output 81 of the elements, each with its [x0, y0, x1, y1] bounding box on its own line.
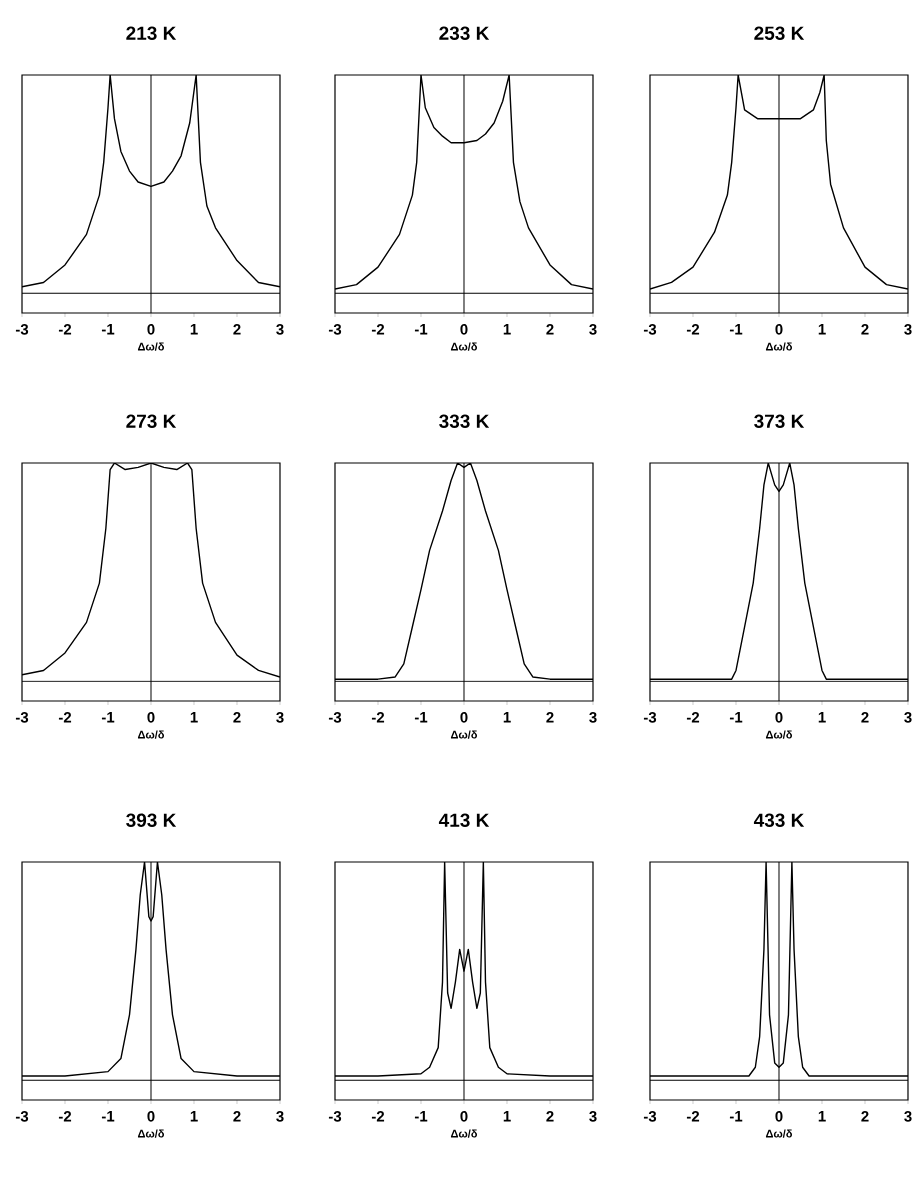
x-axis-title: Δω/δ — [765, 730, 792, 739]
x-tick-label: 1 — [503, 712, 511, 723]
x-tick-label: 2 — [546, 1111, 554, 1122]
x-tick-label: -3 — [328, 324, 342, 335]
x-tick-label: 0 — [775, 1111, 783, 1122]
x-tick-label: -3 — [15, 1111, 29, 1122]
x-axis-title: Δω/δ — [765, 1129, 792, 1138]
x-tick-label: 3 — [589, 324, 597, 335]
x-tick-label: 1 — [503, 1111, 511, 1122]
chart-title: 373 K — [754, 414, 805, 428]
x-tick-label: 0 — [775, 324, 783, 335]
chart-title: 433 K — [753, 813, 805, 827]
x-tick-label: 3 — [589, 1111, 597, 1122]
x-tick-label: 3 — [276, 712, 284, 723]
x-tick-label: 2 — [233, 1111, 241, 1122]
x-tick-label: -2 — [686, 712, 700, 723]
x-tick-label: 1 — [190, 712, 198, 723]
x-tick-label: -3 — [15, 324, 29, 335]
chart-title: 253 K — [754, 26, 805, 40]
x-tick-label: 0 — [147, 1111, 155, 1122]
x-tick-label: -3 — [328, 1111, 342, 1122]
x-tick-label: -2 — [686, 1111, 700, 1122]
x-axis-title: Δω/δ — [450, 1129, 478, 1138]
x-tick-label: 0 — [460, 712, 468, 723]
x-tick-label: -2 — [58, 324, 72, 335]
x-axis-title: Δω/δ — [450, 730, 478, 739]
chart-title: 233 K — [439, 26, 490, 40]
x-tick-label: 2 — [233, 324, 241, 335]
x-tick-label: 3 — [589, 712, 597, 723]
x-tick-label: -1 — [729, 1111, 743, 1122]
x-tick-label: -1 — [414, 712, 428, 723]
x-tick-label: 2 — [861, 1111, 869, 1122]
x-tick-label: 0 — [147, 712, 155, 723]
x-tick-label: -3 — [643, 324, 657, 335]
chart-title: 273 K — [126, 414, 177, 428]
x-tick-label: 1 — [818, 324, 826, 335]
x-tick-label: -3 — [643, 712, 657, 723]
x-tick-label: 1 — [818, 1111, 826, 1122]
x-tick-label: 3 — [904, 712, 912, 723]
x-tick-label: -2 — [371, 324, 385, 335]
x-tick-label: 2 — [861, 712, 869, 723]
x-axis-title: Δω/δ — [450, 342, 478, 351]
x-tick-label: -3 — [15, 712, 29, 723]
x-tick-label: 0 — [147, 324, 155, 335]
x-tick-label: 3 — [276, 324, 284, 335]
x-tick-label: -1 — [729, 712, 743, 723]
x-tick-label: -2 — [371, 1111, 385, 1122]
x-tick-label: 3 — [904, 324, 912, 335]
x-tick-label: -1 — [101, 324, 115, 335]
x-tick-label: 0 — [775, 712, 783, 723]
x-tick-label: 1 — [190, 1111, 198, 1122]
x-tick-label: -2 — [58, 1111, 72, 1122]
x-axis-title: Δω/δ — [137, 1129, 165, 1138]
x-tick-label: 3 — [904, 1111, 912, 1122]
x-tick-label: 0 — [460, 324, 468, 335]
x-tick-label: -2 — [371, 712, 385, 723]
x-tick-label: 1 — [190, 324, 198, 335]
x-tick-label: -1 — [729, 324, 743, 335]
x-tick-label: -3 — [643, 1111, 657, 1122]
x-tick-label: 1 — [503, 324, 511, 335]
x-tick-label: 0 — [460, 1111, 468, 1122]
x-axis-title: Δω/δ — [137, 730, 165, 739]
x-tick-label: -2 — [58, 712, 72, 723]
chart-title: 413 K — [438, 813, 490, 827]
x-tick-label: 1 — [818, 712, 826, 723]
chart-title: 333 K — [439, 414, 490, 428]
x-tick-label: -1 — [101, 1111, 115, 1122]
x-tick-label: 2 — [233, 712, 241, 723]
x-tick-label: 3 — [276, 1111, 284, 1122]
x-axis-title: Δω/δ — [765, 342, 792, 351]
chart-title: 213 K — [126, 26, 177, 40]
x-tick-label: -1 — [414, 1111, 428, 1122]
chart-title: 393 K — [126, 813, 177, 827]
x-axis-title: Δω/δ — [137, 342, 165, 351]
x-tick-label: -1 — [101, 712, 115, 723]
x-tick-label: -3 — [328, 712, 342, 723]
x-tick-label: -1 — [414, 324, 428, 335]
x-tick-label: 2 — [546, 712, 554, 723]
x-tick-label: -2 — [686, 324, 700, 335]
x-tick-label: 2 — [546, 324, 554, 335]
x-tick-label: 2 — [861, 324, 869, 335]
